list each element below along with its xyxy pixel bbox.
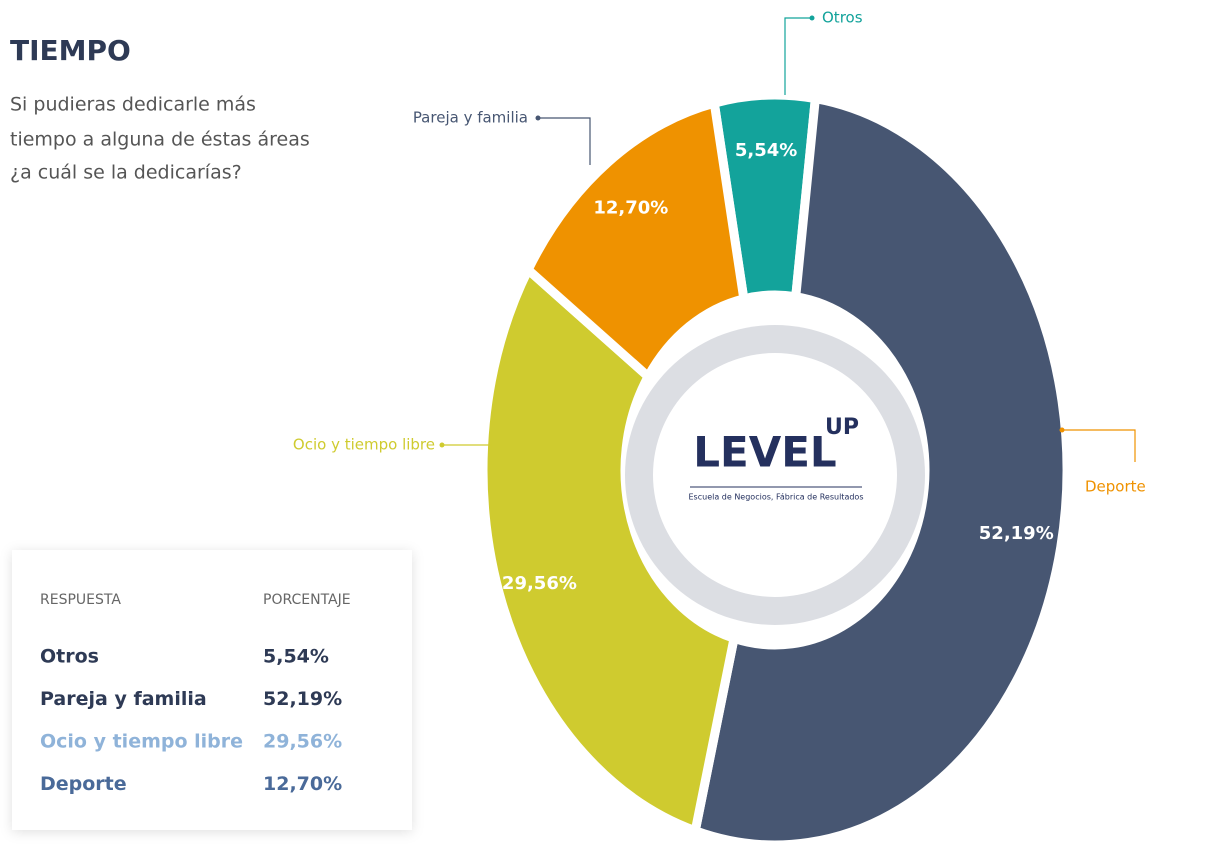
inner-hole	[653, 353, 897, 597]
callout-label: Pareja y familia	[413, 109, 528, 127]
subtitle: ¿a cuál se la dedicarías?	[10, 162, 242, 184]
callout-label: Deporte	[1085, 478, 1146, 496]
center: LEVEL UP Escuela de Negocios, Fábrica de…	[625, 325, 925, 625]
leader-line	[1062, 429, 1136, 462]
slice	[478, 262, 740, 837]
leader-line	[538, 117, 591, 165]
table-value: 29,56%	[263, 731, 342, 753]
leader-dot	[535, 115, 541, 121]
value-label: 12,70%	[593, 197, 668, 218]
logo-tagline: Escuela de Negocios, Fábrica de Resultad…	[689, 493, 864, 502]
table-category: Deporte	[40, 773, 127, 795]
callout-label: Otros	[822, 9, 863, 27]
table-value: 52,19%	[263, 688, 342, 710]
logo-superscript: UP	[825, 415, 859, 440]
table-category: Pareja y familia	[40, 688, 207, 710]
callout-label: Ocio y tiempo libre	[293, 436, 435, 454]
table-value: 5,54%	[263, 646, 329, 668]
leader-dot	[439, 442, 445, 448]
leader-dot	[1059, 427, 1065, 433]
leader-dot	[809, 15, 815, 21]
subtitle: Si pudieras dedicarle más	[10, 94, 256, 116]
donut	[478, 90, 1072, 844]
subtitle: tiempo a alguna de éstas áreas	[10, 129, 310, 151]
table-category: Otros	[40, 646, 99, 668]
slice	[690, 93, 1072, 844]
logo-name: LEVEL	[693, 428, 836, 477]
table-category: Ocio y tiempo libre	[40, 731, 243, 753]
title: TIEMPO	[10, 34, 131, 67]
value-label: 5,54%	[735, 140, 797, 161]
value-label: 52,19%	[979, 523, 1054, 544]
table-header: PORCENTAJE	[263, 592, 351, 608]
leader-line	[784, 17, 812, 95]
slice	[522, 97, 749, 384]
table-card	[12, 550, 412, 830]
table-value: 12,70%	[263, 773, 342, 795]
value-label: 29,56%	[502, 573, 577, 594]
table-header: RESPUESTA	[40, 592, 121, 608]
